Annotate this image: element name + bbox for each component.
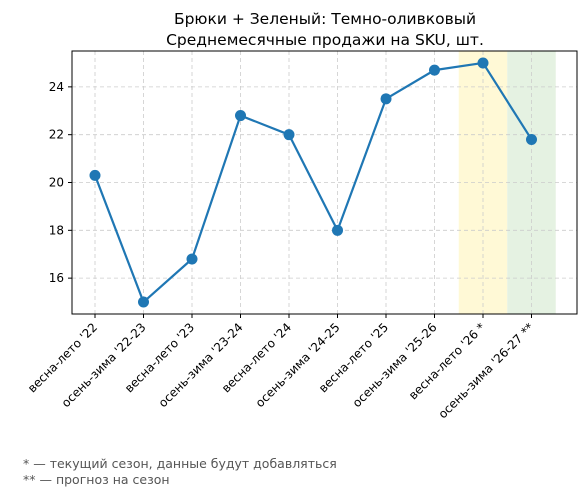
x-tick-label: осень-зима '23-24 xyxy=(156,320,246,410)
data-point xyxy=(526,133,537,145)
footnote-current-season: * — текущий сезон, данные будут добавлят… xyxy=(23,456,337,471)
data-point xyxy=(477,57,489,69)
y-axis-ticks: 16 18 20 22 24 xyxy=(49,80,72,285)
x-tick-label: осень-зима '22-23 xyxy=(59,320,149,410)
data-points xyxy=(89,57,537,308)
data-point xyxy=(138,296,149,308)
data-point xyxy=(186,253,198,265)
data-point xyxy=(283,129,295,141)
data-point xyxy=(332,224,343,236)
y-tick-label: 18 xyxy=(49,223,64,237)
x-tick-label: осень-зима '26-27 ** xyxy=(436,320,537,421)
y-tick-label: 24 xyxy=(49,80,64,94)
x-tick-label: осень-зима '25-26 xyxy=(350,320,440,410)
chart-subtitle: Среднемесячные продажи на SKU, шт. xyxy=(166,31,484,49)
data-point xyxy=(235,110,246,122)
chart-title: Брюки + Зеленый: Темно-оливковый xyxy=(174,10,476,28)
data-point xyxy=(429,64,440,76)
y-tick-label: 20 xyxy=(49,176,64,190)
y-tick-label: 22 xyxy=(49,128,64,142)
y-tick-label: 16 xyxy=(49,271,64,285)
series-line xyxy=(93,61,533,304)
series-line-layer xyxy=(93,61,533,304)
footnote-forecast: ** — прогноз на сезон xyxy=(23,472,170,487)
data-point xyxy=(380,93,392,105)
x-tick-label: осень-зима '24-25 xyxy=(253,320,343,410)
data-point xyxy=(89,169,101,181)
